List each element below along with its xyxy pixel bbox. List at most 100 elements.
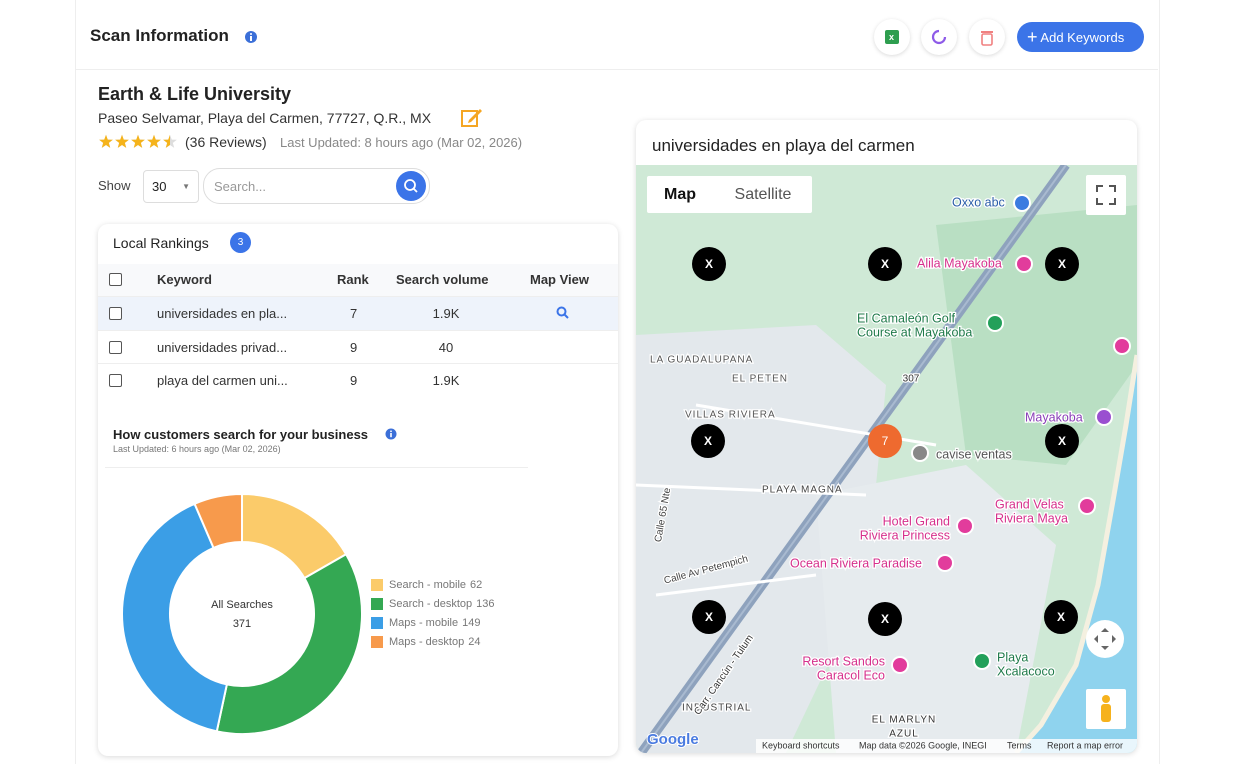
legend-name: Maps - mobile: [389, 617, 458, 629]
legend-value: 149: [462, 617, 480, 629]
legend-name: Search - desktop: [389, 598, 472, 610]
map-place-label: 307: [903, 374, 920, 385]
rank-marker-label: 7: [882, 434, 889, 448]
map-poi-pin[interactable]: [1113, 337, 1131, 355]
refresh-button[interactable]: [921, 19, 957, 55]
map-poi-pin[interactable]: [1013, 194, 1031, 212]
donut-segment[interactable]: [121, 502, 229, 733]
map-poi-pin[interactable]: [891, 656, 909, 674]
add-keywords-label: Add Keywords: [1040, 30, 1125, 45]
donut-segment[interactable]: [215, 552, 363, 735]
export-excel-button[interactable]: x: [874, 19, 910, 55]
grid-marker[interactable]: [868, 247, 902, 281]
map[interactable]: Oxxo abc Alila Mayakoba El Camaleón GolfCo…: [636, 165, 1137, 753]
rankings-title: Local Rankings: [113, 235, 209, 251]
map-place-label: Oxxo abc: [952, 195, 1005, 209]
page-title: Scan Information: [90, 26, 229, 45]
handle: [563, 313, 569, 319]
grid-marker[interactable]: [692, 247, 726, 281]
rankings-count: 3: [230, 232, 251, 253]
legend-entry: Search - desktop 136: [389, 598, 495, 610]
map-road: [636, 483, 867, 497]
show-label: Show: [98, 178, 131, 193]
grid-marker[interactable]: [1045, 247, 1079, 281]
edit-icon[interactable]: [460, 106, 484, 128]
map-place-label: PLAYA MAGNA: [762, 485, 843, 496]
row-checkbox[interactable]: [109, 340, 122, 354]
rating-stars: [99, 134, 177, 148]
map-place-label: Riviera Princess: [860, 528, 950, 542]
info-icon[interactable]: [244, 30, 258, 44]
map-footer-link[interactable]: Terms: [1007, 740, 1032, 750]
rankings-card: Local Rankings 3 Keyword Rank Search vol…: [98, 224, 618, 756]
legend-entry: Maps - desktop 24: [389, 636, 480, 648]
map-place-label: VILLAS RIVIERA: [685, 410, 776, 421]
review-count[interactable]: (36 Reviews): [185, 134, 267, 150]
info-icon[interactable]: [385, 428, 397, 440]
star: [115, 134, 129, 148]
grid-marker-label: X: [881, 612, 889, 626]
map-poi-pin[interactable]: [936, 554, 954, 572]
map-place-label: Alila Mayakoba: [917, 256, 1002, 270]
grid-marker[interactable]: [1044, 600, 1078, 634]
row-checkbox[interactable]: [109, 307, 122, 320]
map-footer-link[interactable]: Report a map error: [1047, 740, 1123, 750]
search-box[interactable]: Search...: [203, 168, 430, 204]
map-footer-link[interactable]: Map data ©2026 Google, INEGI: [859, 740, 987, 750]
chart-subtitle: Last Updated: 6 hours ago (Mar 02, 2026): [113, 444, 281, 454]
map-place-label: Xcalacoco: [997, 664, 1055, 678]
map-place-label: Hotel Grand: [883, 514, 950, 528]
map-urban: [816, 465, 1056, 753]
search-button[interactable]: [396, 171, 426, 201]
select-all-checkbox[interactable]: [109, 273, 122, 286]
map-tab[interactable]: Map: [664, 186, 696, 203]
lens: [556, 306, 567, 317]
map-view-icon[interactable]: [556, 306, 570, 320]
column-header: Search volume: [396, 272, 489, 287]
row-checkbox[interactable]: [109, 374, 122, 387]
business-address: Paseo Selvamar, Playa del Carmen, 77727,…: [98, 110, 432, 126]
pegman-body: [1101, 704, 1111, 722]
map-place-label: AZUL: [889, 729, 919, 740]
table-row[interactable]: playa del carmen uni... 9 1.9K: [98, 363, 618, 397]
fullscreen-icon: [1096, 185, 1116, 205]
star: [99, 134, 113, 148]
donut-segment[interactable]: [193, 492, 243, 550]
grid-marker[interactable]: [1045, 424, 1079, 458]
pegman-head: [1102, 695, 1110, 703]
legend-entry: Maps - mobile 149: [389, 617, 480, 629]
keyword-cell: universidades en pla...: [157, 306, 288, 321]
grid-marker[interactable]: [691, 424, 725, 458]
grid-marker[interactable]: [692, 600, 726, 634]
map-poi-pin[interactable]: [1015, 255, 1033, 273]
map-footer-link[interactable]: Keyboard shortcuts: [762, 740, 840, 750]
pan-control[interactable]: [1086, 620, 1124, 658]
grid-marker-label: X: [1058, 434, 1066, 448]
main-panel: [75, 0, 1160, 764]
map-poi-pin[interactable]: [986, 314, 1004, 332]
star: [163, 134, 170, 148]
keyword-cell: playa del carmen uni...: [157, 373, 288, 388]
map-poi-pin[interactable]: [973, 652, 991, 670]
table-row[interactable]: universidades privad... 9 40: [98, 329, 618, 364]
map-tab[interactable]: Satellite: [735, 186, 792, 203]
map-poi-pin[interactable]: [911, 444, 929, 462]
table-header: Keyword Rank Search volume Map View: [98, 264, 618, 296]
delete-button[interactable]: [969, 19, 1005, 55]
google-logo: Google: [647, 731, 699, 748]
rank-marker[interactable]: [868, 424, 902, 458]
grid-marker[interactable]: [868, 602, 902, 636]
map-place-label: cavise ventas: [936, 447, 1012, 461]
fullscreen-button[interactable]: [1086, 175, 1126, 215]
table-row[interactable]: universidades en pla... 7 1.9K: [98, 296, 618, 330]
map-poi-pin[interactable]: [956, 517, 974, 535]
legend-swatch: [371, 579, 383, 591]
add-keywords-button[interactable]: + Add Keywords: [1017, 22, 1144, 52]
map-poi-pin[interactable]: [1095, 408, 1113, 426]
map-poi-pin[interactable]: [1078, 497, 1096, 515]
legend-name: Maps - desktop: [389, 636, 464, 648]
keyword-cell: universidades privad...: [157, 339, 288, 355]
page-size-select[interactable]: 30 ▼: [143, 170, 199, 203]
legend-swatch: [371, 617, 383, 629]
